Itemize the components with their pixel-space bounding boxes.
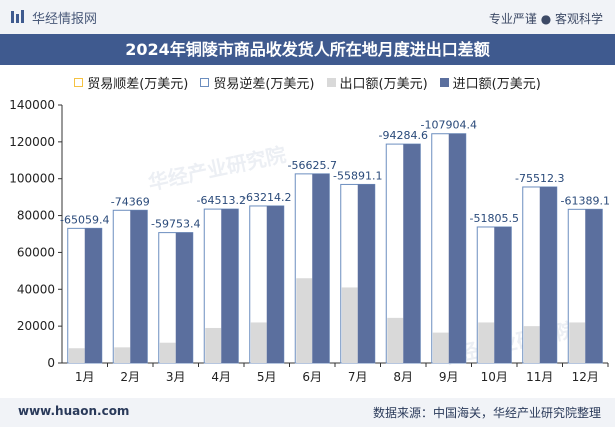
- footer: www.huaon.com 数据来源：中国海关，华经产业研究院整理: [0, 398, 615, 427]
- import-bar: [357, 184, 375, 363]
- legend-swatch-export: [326, 77, 336, 87]
- legend-swatch-deficit: [200, 77, 210, 87]
- y-tick-label: 20000: [17, 319, 55, 333]
- import-bar: [448, 133, 466, 363]
- import-bar: [130, 210, 148, 363]
- chart-title: 2024年铜陵市商品收发货人所在地月度进出口差额: [0, 34, 615, 65]
- legend-label-deficit: 贸易逆差(万美元): [213, 76, 315, 92]
- legend-item-deficit: 贸易逆差(万美元): [200, 72, 315, 92]
- x-tick-label: 8月: [393, 370, 413, 384]
- x-tick-label: 11月: [526, 370, 553, 384]
- import-bar: [494, 226, 512, 363]
- x-tick-label: 1月: [75, 370, 95, 384]
- export-bar: [341, 287, 358, 363]
- data-label: -94284.6: [379, 129, 428, 142]
- data-label: -65059.4: [60, 213, 109, 226]
- legend-swatch-surplus: [74, 77, 84, 87]
- watermark-text: 华经产业研究院: [146, 142, 288, 195]
- legend-label-export: 出口额(万美元): [339, 76, 428, 92]
- import-bar: [175, 232, 193, 363]
- chart-plot: 华经产业研究院华经产业研究院02000040000600008000010000…: [9, 98, 610, 384]
- y-tick-label: 140000: [9, 98, 55, 112]
- top-bar: 华经情报网 专业严谨 ● 客观科学: [0, 0, 615, 34]
- data-label: -107904.4: [421, 119, 477, 132]
- slogan: 专业严谨 ● 客观科学: [488, 12, 603, 26]
- x-tick-label: 6月: [302, 370, 322, 384]
- footer-source: 数据来源：中国海关，华经产业研究院整理: [372, 406, 601, 420]
- y-tick-label: 40000: [17, 282, 55, 296]
- y-tick-label: 120000: [9, 135, 55, 149]
- export-bar: [387, 317, 404, 363]
- import-bar: [221, 209, 239, 363]
- data-label: -63214.2: [242, 191, 291, 204]
- export-bar: [68, 348, 85, 363]
- brand-logo-icon: [11, 10, 24, 23]
- y-tick-label: 100000: [9, 172, 55, 186]
- data-label: -74369: [111, 195, 150, 208]
- data-label: -59753.4: [151, 218, 200, 231]
- data-label: -55891.1: [333, 169, 382, 182]
- y-tick-label: 60000: [17, 245, 55, 259]
- export-bar: [296, 278, 313, 363]
- x-tick-label: 10月: [481, 370, 508, 384]
- data-label: -75512.3: [515, 172, 564, 185]
- export-bar: [205, 327, 222, 363]
- import-bar: [266, 205, 284, 363]
- data-label: -61389.1: [561, 194, 610, 207]
- import-bar: [312, 173, 330, 363]
- export-bar: [159, 342, 176, 363]
- legend-label-surplus: 贸易顺差(万美元): [87, 76, 189, 92]
- legend: 贸易顺差(万美元) 贸易逆差(万美元) 出口额(万美元) 进口额(万美元): [0, 72, 615, 92]
- export-bar: [478, 322, 495, 363]
- export-bar: [250, 322, 267, 363]
- legend-item-export: 出口额(万美元): [326, 72, 428, 92]
- legend-item-surplus: 贸易顺差(万美元): [74, 72, 188, 92]
- footer-website: www.huaon.com: [18, 404, 130, 418]
- legend-label-import: 进口额(万美元): [452, 76, 541, 92]
- import-bar: [585, 209, 603, 363]
- brand: 华经情报网: [10, 8, 98, 27]
- y-tick-label: 0: [47, 356, 55, 370]
- x-tick-label: 12月: [572, 370, 599, 384]
- legend-swatch-import: [439, 77, 449, 87]
- brand-name: 华经情报网: [32, 11, 98, 27]
- x-tick-label: 4月: [211, 370, 231, 384]
- y-tick-label: 80000: [17, 209, 55, 223]
- export-bar: [114, 347, 131, 363]
- x-tick-label: 5月: [257, 370, 277, 384]
- import-bar: [403, 144, 421, 363]
- data-label: -64513.2: [197, 194, 246, 207]
- export-bar: [523, 326, 540, 363]
- x-tick-label: 9月: [439, 370, 459, 384]
- export-bar: [432, 332, 449, 363]
- export-bar: [569, 322, 586, 363]
- import-bar: [539, 186, 557, 363]
- legend-item-import: 进口额(万美元): [439, 72, 541, 92]
- data-label: -56625.7: [288, 159, 337, 172]
- x-tick-label: 2月: [120, 370, 140, 384]
- data-label: -51805.5: [470, 212, 519, 225]
- import-bar: [84, 228, 102, 363]
- x-tick-label: 7月: [348, 370, 368, 384]
- x-tick-label: 3月: [166, 370, 186, 384]
